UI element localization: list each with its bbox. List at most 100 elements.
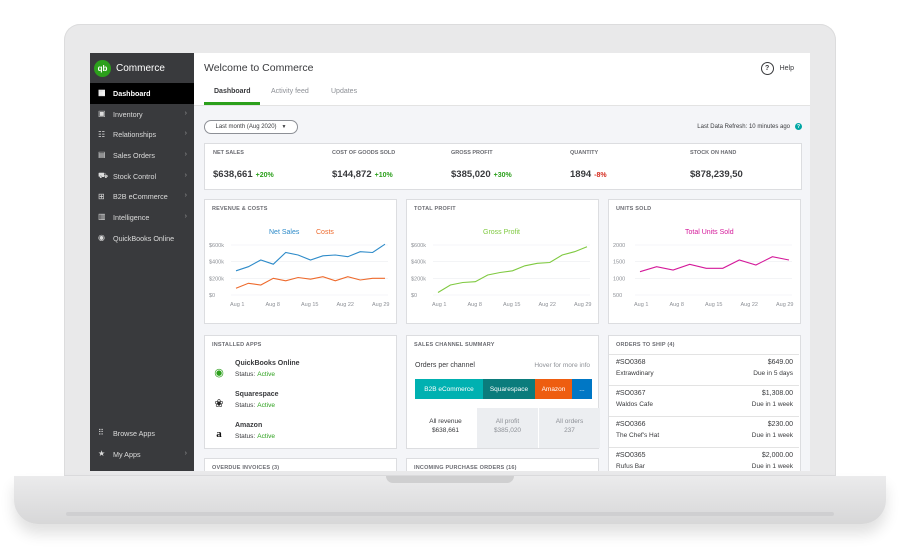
- total-orders[interactable]: All orders 237: [539, 408, 600, 448]
- series-line-net-sales: [235, 243, 386, 272]
- sidebar-item-label: Intelligence: [113, 212, 150, 222]
- sidebar-item-b2b-ecommerce[interactable]: ⊞ B2B eCommerce ›: [90, 186, 194, 207]
- info-icon[interactable]: ?: [795, 123, 802, 130]
- total-revenue[interactable]: All revenue $638,661: [415, 408, 476, 448]
- chevron-right-icon: ›: [184, 171, 187, 179]
- kpi-label: QUANTITY: [570, 150, 599, 156]
- sidebar-item-inventory[interactable]: ▣ Inventory ›: [90, 104, 194, 125]
- sidebar-item-sales-orders[interactable]: ▤ Sales Orders ›: [90, 145, 194, 166]
- kpi-amount: 1894: [570, 169, 592, 180]
- y-tick-label: $400k: [411, 260, 426, 266]
- channel-squarespace-segment[interactable]: Squarespace: [483, 379, 535, 399]
- kpi-amount: $878,239,50: [690, 169, 743, 180]
- order-row[interactable]: #SO0366 The Chef's Hat $230.00 Due in 1 wee…: [609, 416, 799, 448]
- overdue-invoices-card: OVERDUE INVOICES (3): [204, 458, 397, 471]
- laptop-base: [14, 476, 886, 524]
- order-customer: Rufus Bar: [616, 463, 645, 470]
- x-tick-label: Aug 8: [670, 302, 684, 308]
- header: Welcome to Commerce ? Help Dashboard Act…: [194, 53, 810, 106]
- order-id: #SO0365: [616, 452, 646, 459]
- y-tick-label: 1500: [613, 260, 625, 266]
- kpi-value: $878,239,50: [690, 169, 743, 180]
- app-name: Amazon: [235, 422, 263, 429]
- laptop-notch: [386, 476, 514, 483]
- chevron-right-icon: ›: [184, 449, 187, 457]
- sidebar-item-intelligence[interactable]: ▥ Intelligence ›: [90, 207, 194, 228]
- tab-updates[interactable]: Updates: [331, 88, 358, 95]
- x-tick-label: Aug 1: [634, 302, 648, 308]
- sales-channel-card: SALES CHANNEL SUMMARY Orders per channel…: [406, 335, 600, 449]
- sidebar-item-relationships[interactable]: ☷ Relationships ›: [90, 124, 194, 145]
- sidebar-item-label: Inventory: [113, 109, 143, 119]
- total-value: $638,661: [431, 427, 460, 434]
- chart-icon: ▥: [98, 212, 106, 222]
- tab-dashboard[interactable]: Dashboard: [214, 88, 251, 95]
- people-icon: ☷: [98, 129, 106, 139]
- card-title: OVERDUE INVOICES (3): [212, 465, 280, 471]
- order-amount: $230.00: [767, 421, 793, 428]
- y-tick-label: 500: [613, 293, 622, 299]
- period-label: Last month (Aug 2020): [215, 124, 277, 130]
- laptop-slot: [66, 512, 834, 516]
- order-amount: $2,000.00: [761, 452, 793, 459]
- sidebar-item-label: Browse Apps: [113, 428, 155, 438]
- total-profit[interactable]: All profit $385,020: [477, 408, 538, 448]
- chevron-right-icon: ›: [184, 213, 187, 221]
- x-tick-label: Aug 15: [503, 302, 520, 308]
- order-due: Due in 1 week: [751, 432, 793, 439]
- kpi-amount: $144,872: [332, 169, 372, 180]
- order-customer: Waldos Cafe: [616, 401, 653, 408]
- channel-amazon-segment[interactable]: Amazon: [535, 379, 572, 399]
- status-label: Status:: [235, 402, 256, 409]
- card-title: INCOMING PURCHASE ORDERS (16): [414, 465, 517, 471]
- sidebar-item-my-apps[interactable]: ★ My Apps ›: [90, 444, 194, 465]
- sidebar-item-stock-control[interactable]: ⛟ Stock Control ›: [90, 166, 194, 187]
- sidebar-item-dashboard[interactable]: ▦ Dashboard: [90, 83, 194, 104]
- sidebar-item-label: My Apps: [113, 449, 141, 459]
- data-refresh: Last Data Refresh: 10 minutes ago ?: [697, 123, 802, 130]
- legend-entry: Total Units Sold: [685, 229, 734, 236]
- channel-b2b-segment[interactable]: B2B eCommerce: [415, 379, 483, 399]
- order-row[interactable]: #SO0368 Extrawdinary $649.00 Due in 5 days: [609, 354, 799, 386]
- card-title: INSTALLED APPS: [212, 342, 262, 348]
- units-sold-card: UNITS SOLD 2000 1500 1000 500 Aug 1 Aug 8 Aug …: [608, 199, 801, 324]
- brand[interactable]: qb Commerce: [90, 53, 194, 83]
- tab-activity-feed[interactable]: Activity feed: [271, 88, 309, 95]
- app-status: Status: Active: [235, 402, 275, 409]
- sidebar-item-quickbooks-online[interactable]: ◉ QuickBooks Online: [90, 228, 194, 249]
- y-tick-label: $600k: [411, 243, 426, 249]
- kpi-strip: NET SALES $638,661 +20% COST OF GOODS SOLD $…: [204, 143, 802, 190]
- sidebar-item-label: Stock Control: [113, 171, 157, 181]
- period-select[interactable]: Last month (Aug 2020) ▼: [204, 120, 298, 134]
- box-icon: ▣: [98, 109, 106, 119]
- sidebar-item-label: B2B eCommerce: [113, 192, 168, 202]
- kpi-delta: +10%: [374, 172, 393, 179]
- order-row[interactable]: #SO0367 Waldos Cafe $1,308.00 Due in 1 week: [609, 385, 799, 417]
- x-tick-label: Aug 8: [468, 302, 482, 308]
- card-title: TOTAL PROFIT: [414, 206, 456, 212]
- x-tick-label: Aug 22: [337, 302, 354, 308]
- card-title: UNITS SOLD: [616, 206, 652, 212]
- help-button[interactable]: ? Help: [760, 62, 794, 75]
- sidebar-item-label: Dashboard: [113, 88, 151, 98]
- total-label: All orders: [555, 418, 584, 425]
- order-due: Due in 5 days: [753, 370, 793, 377]
- y-tick-label: 2000: [613, 243, 625, 249]
- order-id: #SO0368: [616, 359, 646, 366]
- legend-entry: Net Sales: [269, 229, 300, 236]
- order-customer: The Chef's Hat: [616, 432, 660, 439]
- sidebar-item-browse-apps[interactable]: ⠿ Browse Apps: [90, 423, 194, 444]
- chevron-right-icon: ›: [184, 151, 187, 159]
- star-icon: ★: [98, 449, 106, 459]
- kpi-label: STOCK ON HAND: [690, 150, 737, 156]
- orders-to-ship-card: ORDERS TO SHIP (4) #SO0368 Extrawdinary $6…: [608, 335, 801, 471]
- y-tick-label: $0: [209, 293, 215, 299]
- kpi-label: NET SALES: [213, 150, 244, 156]
- order-row[interactable]: #SO0365 Rufus Bar $2,000.00 Due in 1 week: [609, 447, 799, 471]
- kpi-value: $638,661 +20%: [213, 169, 274, 180]
- app-name: Squarespace: [235, 391, 279, 398]
- kpi-label: GROSS PROFIT: [451, 150, 493, 156]
- x-tick-label: Aug 22: [741, 302, 758, 308]
- total-label: All profit: [495, 418, 520, 425]
- channel-more-segment[interactable]: ...: [572, 379, 592, 399]
